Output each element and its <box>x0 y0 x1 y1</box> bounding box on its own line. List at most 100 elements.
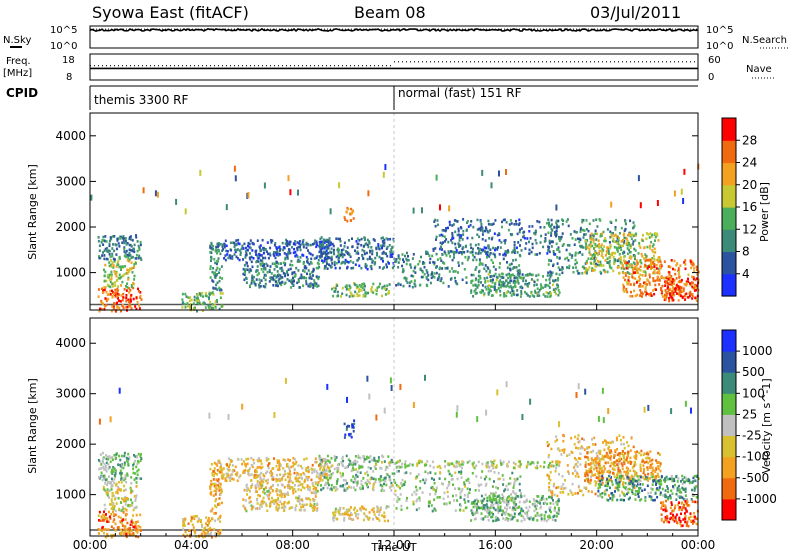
range-cell <box>352 429 355 433</box>
range-cell <box>444 252 447 255</box>
range-cell <box>214 504 216 508</box>
range-cell <box>600 249 603 253</box>
range-cell <box>598 249 601 253</box>
range-cell <box>479 275 482 278</box>
range-cell <box>467 500 470 503</box>
range-cell <box>397 261 400 264</box>
range-cell <box>433 507 436 511</box>
range-cell <box>247 192 250 198</box>
range-cell <box>566 243 569 247</box>
range-cell <box>336 248 339 252</box>
range-cell <box>252 242 255 246</box>
range-cell <box>271 262 274 265</box>
range-cell <box>461 252 463 256</box>
range-cell <box>358 294 361 297</box>
range-cell <box>336 480 339 483</box>
range-cell <box>296 499 299 502</box>
range-cell <box>678 285 681 289</box>
range-cell <box>659 260 662 264</box>
range-cell <box>668 273 671 276</box>
range-cell <box>262 276 265 280</box>
range-cell <box>263 248 266 252</box>
range-cell <box>539 226 542 229</box>
range-cell <box>484 515 487 518</box>
range-cell <box>609 265 612 269</box>
range-cell <box>487 219 490 223</box>
range-cell <box>130 249 133 252</box>
range-cell <box>423 272 426 276</box>
range-cell <box>322 486 325 490</box>
range-cell <box>184 208 187 215</box>
range-cell <box>305 243 308 246</box>
range-cell <box>103 308 106 311</box>
range-cell <box>210 246 213 250</box>
range-cell <box>470 273 473 277</box>
range-cell <box>632 261 635 264</box>
range-cell <box>639 283 642 286</box>
sky-traces <box>89 27 699 32</box>
colorbar-tick-label: 24 <box>742 156 757 170</box>
range-cell <box>106 293 109 296</box>
range-cell <box>475 291 478 295</box>
range-cell <box>656 232 659 236</box>
range-cell <box>121 303 124 307</box>
range-cell <box>539 283 542 286</box>
colorbar-tick-label: 4 <box>742 267 750 281</box>
range-cell <box>296 471 299 475</box>
range-cell <box>247 244 249 248</box>
range-cell <box>272 467 275 470</box>
range-cell <box>130 481 133 485</box>
range-cell <box>436 278 439 282</box>
range-cell <box>444 460 447 463</box>
range-cell <box>446 490 449 494</box>
range-cell <box>407 254 409 258</box>
range-cell <box>493 285 496 289</box>
range-cell <box>357 456 360 459</box>
range-cell <box>454 509 457 512</box>
range-cell <box>214 261 217 265</box>
range-cell <box>187 304 190 308</box>
range-cell <box>452 270 455 273</box>
range-cell <box>481 507 484 511</box>
range-cell <box>431 509 434 513</box>
range-cell <box>210 241 213 245</box>
range-cell <box>294 462 297 466</box>
range-cell <box>205 532 208 535</box>
range-cell <box>492 464 495 467</box>
range-cell <box>259 483 262 486</box>
range-cell <box>236 479 239 482</box>
range-cell <box>336 254 339 258</box>
range-cell <box>491 501 494 504</box>
range-cell <box>134 472 137 475</box>
range-cell <box>639 259 642 262</box>
cpid-label: CPID <box>6 86 38 100</box>
range-cell <box>108 242 111 246</box>
range-cell <box>555 221 558 224</box>
range-cell <box>213 271 216 275</box>
range-cell <box>276 251 279 255</box>
range-cell <box>213 258 216 261</box>
range-cell <box>291 280 293 284</box>
range-cell <box>561 266 564 269</box>
range-cell <box>187 522 190 525</box>
range-cell <box>685 292 688 296</box>
range-cell <box>520 227 523 230</box>
range-cell <box>190 298 193 302</box>
range-cell <box>320 255 323 258</box>
range-cell <box>687 280 690 283</box>
range-cell <box>256 502 259 505</box>
range-cell <box>506 496 509 499</box>
range-cell <box>459 504 462 508</box>
range-cell <box>643 265 646 269</box>
range-cell <box>120 533 123 536</box>
range-cell <box>534 229 537 233</box>
range-cell <box>430 276 433 280</box>
range-cell <box>484 508 487 512</box>
range-cell <box>425 463 428 467</box>
range-cell <box>673 282 675 286</box>
range-cell <box>322 468 324 472</box>
range-cell <box>358 284 361 287</box>
range-cell <box>199 292 202 296</box>
range-cell <box>353 419 356 422</box>
range-cell <box>380 244 382 248</box>
